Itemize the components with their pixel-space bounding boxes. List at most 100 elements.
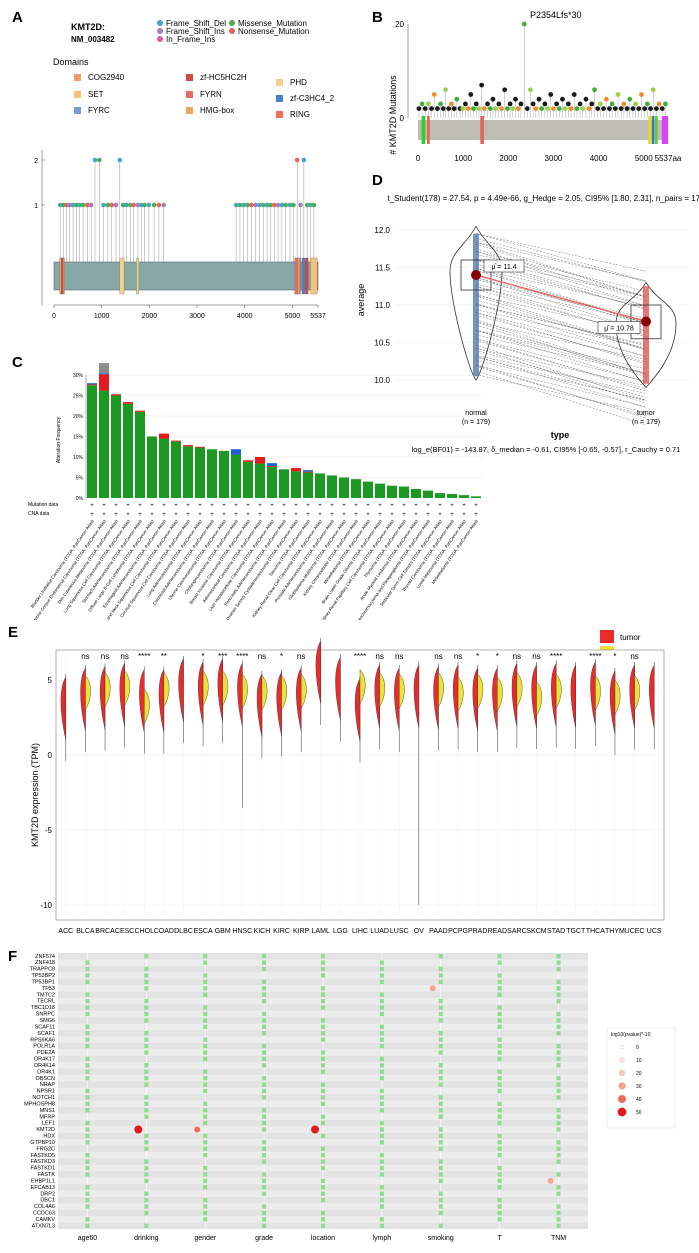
c-bar-1-13 [243, 460, 253, 462]
c-mut-marker-16: + [282, 503, 286, 509]
heatmap-cell-9-3 [262, 1011, 267, 1017]
heatmap-cell-30-4 [321, 1146, 325, 1151]
a-point-11 [96, 157, 102, 163]
heatmap-cell-11-2 [203, 1024, 208, 1030]
heatmap-cell-37-3 [262, 1191, 267, 1196]
e-xtick-26: TGCT [566, 928, 586, 935]
heatmap-cell-23-6 [438, 1101, 443, 1107]
d-pair-line-6 [475, 244, 647, 298]
e-tumor-violin-3 [119, 662, 125, 727]
panel-d-axes: 10.0 10.5 11.0 11.5 12.0 [374, 226, 690, 385]
heatmap-cell-12-8 [556, 1031, 561, 1036]
heatmap-cell-18-2 [203, 1069, 208, 1074]
e-normal-violin-2 [104, 671, 111, 708]
heatmap-cell-33-2 [203, 1165, 208, 1171]
heatmap-cell-13-1 [144, 1037, 149, 1042]
heatmap-cell-33-0 [85, 1165, 90, 1171]
c-cna-marker-22: + [354, 512, 358, 518]
heatmap-cell-27-6 [438, 1127, 443, 1132]
mean-connector [475, 274, 647, 323]
b-point-24 [485, 101, 490, 107]
heatmap-cell-1-2 [203, 960, 208, 965]
heatmap-cell-11-3 [262, 1024, 267, 1030]
e-normal-violin-16 [379, 671, 386, 708]
d-pair-line-52 [475, 355, 647, 394]
heatmap-cell-18-7 [497, 1069, 502, 1074]
a-point-30 [241, 202, 247, 208]
c-bar-0-1 [99, 390, 109, 498]
b-point-3 [425, 101, 431, 107]
heatmap-grid [58, 953, 588, 1229]
a-point-35 [261, 202, 266, 208]
b-point-61 [592, 87, 597, 93]
heatmap-cell-19-7 [497, 1075, 502, 1081]
heatmap-cell-11-4 [321, 1024, 325, 1030]
c-bar-0-29 [435, 493, 445, 498]
e-ytick-0: 5 [48, 676, 53, 685]
heatmap-cell-3-2 [203, 973, 208, 978]
c-mut-marker-27: + [414, 503, 418, 509]
e-tumor-violin-11 [276, 671, 282, 736]
c-mut-marker-22: + [354, 503, 358, 509]
e-xtick-28: THYM [605, 928, 625, 935]
e-normal-violin-9 [242, 673, 248, 710]
b-point-62 [595, 106, 601, 111]
d-pair-line-48 [475, 348, 647, 386]
c-bar-0-30 [447, 493, 457, 498]
c-mut-marker-10: + [210, 503, 214, 509]
heatmap-cell-42-5 [379, 1223, 384, 1228]
e-tumor-violin-24 [531, 664, 537, 729]
heatmap-cell-33-4 [321, 1165, 325, 1171]
heatmap-cell-18-5 [379, 1069, 384, 1074]
legend-label-0: Frame_Shift_Del [166, 19, 226, 28]
b-point-10 [446, 106, 452, 111]
heatmap-cell-17-1 [144, 1063, 149, 1068]
heatmap-cell-6-3 [262, 992, 267, 997]
b-point-78 [642, 106, 648, 111]
heatmap-cell-6-8 [556, 992, 561, 997]
heatmap-cell-27-3 [262, 1127, 267, 1132]
heatmap-cell-36-0 [85, 1185, 90, 1190]
b-point-69 [615, 92, 621, 97]
heatmap-cell-10-7 [497, 1018, 502, 1023]
heatmap-row-2: TRAPPC8 [30, 967, 55, 973]
e-xtick-4: CHOL [135, 928, 155, 935]
c-bar-2-0 [87, 383, 97, 385]
b-point-46 [548, 92, 554, 97]
b-point-34 [513, 96, 518, 102]
c-bar-0-20 [327, 475, 337, 498]
a-point-21 [135, 202, 141, 208]
heatmap-cell-29-6 [438, 1140, 443, 1145]
a-domain-block-1 [61, 257, 64, 295]
heatmap-cell-6-5 [379, 992, 384, 997]
heatmap-column-labels: age60 drinking gender grade location lymph smo… [78, 1235, 567, 1242]
heatmap-cell-21-0 [85, 1088, 90, 1094]
heatmap-cell-11-0 [85, 1024, 90, 1030]
heatmap-cell-32-5 [379, 1159, 384, 1164]
heatmap-cell-28-4 [321, 1133, 325, 1139]
heatmap-cell-17-6 [438, 1063, 443, 1068]
c-bar-1-1 [99, 374, 109, 391]
heatmap-cell-21-2 [203, 1088, 208, 1094]
heatmap-cell-7-4 [321, 998, 325, 1004]
c-ytick-1: 25% [73, 394, 84, 400]
a-point-20 [131, 202, 136, 208]
heatmap-cell-29-3 [262, 1140, 267, 1145]
heatmap-cell-36-4 [321, 1185, 325, 1190]
b-point-0 [416, 106, 422, 111]
c-mut-marker-26: + [402, 503, 406, 509]
heatmap-cell-8-0 [85, 1005, 90, 1010]
panel-c-ylabel: Alteration Frequency [56, 416, 62, 463]
b-point-72 [624, 106, 630, 111]
a-point-23 [142, 202, 147, 208]
heatmap-row-15: PDE2A [37, 1050, 55, 1056]
heatmap-cell-29-8 [556, 1140, 561, 1145]
heatmap-cell-9-2 [203, 1011, 208, 1017]
c-cna-marker-32: + [474, 512, 478, 518]
e-tumor-violin-5 [158, 668, 165, 733]
b-point-13 [454, 96, 460, 102]
c-ytick-6: 0% [76, 496, 84, 502]
d-pair-line-28 [475, 295, 647, 351]
a-point-8 [85, 202, 90, 208]
b-point-15 [460, 106, 466, 111]
